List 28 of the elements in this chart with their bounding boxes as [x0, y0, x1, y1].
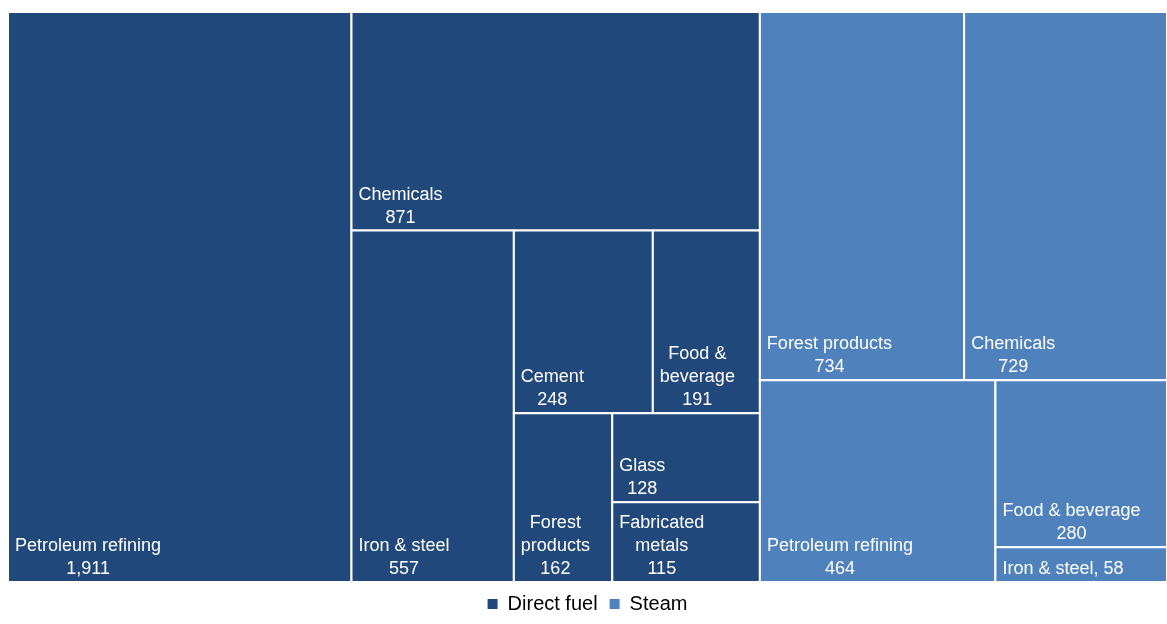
category-label: Chemicals: [358, 183, 443, 204]
legend-label: Steam: [629, 591, 688, 614]
category-label: Petroleum refining: [15, 535, 162, 555]
data-label: 162: [540, 558, 571, 578]
data-label: 128: [627, 478, 658, 499]
category-label: Glass: [619, 455, 666, 476]
category-label: Cement: [520, 366, 584, 387]
data-label: , 58: [1093, 558, 1124, 578]
category-label: Forest products: [766, 333, 892, 354]
category-label: Iron & steel: [358, 535, 450, 555]
category-label: Iron & steel: [1002, 558, 1094, 578]
category-label: Forest products: [520, 512, 590, 555]
data-label: 280: [1056, 523, 1087, 544]
category-label: Food & beverage: [1002, 500, 1141, 521]
data-label: 734: [814, 356, 845, 377]
data-label: 557: [388, 558, 420, 578]
data-label: 871: [385, 206, 416, 227]
data-label: 729: [998, 356, 1029, 377]
data-label: 248: [537, 389, 568, 410]
category-label: Fabricated metals: [619, 512, 705, 555]
category-label: Food & beverage: [659, 343, 735, 387]
data-label: 1,911: [66, 558, 110, 578]
category-label: Chemicals: [971, 333, 1056, 354]
data-label: 115: [647, 558, 677, 578]
data-label: 191: [682, 389, 713, 410]
category-label: Petroleum refining: [766, 535, 913, 555]
legend-label: Direct fuel: [507, 591, 598, 614]
data-label: 464: [824, 558, 855, 578]
